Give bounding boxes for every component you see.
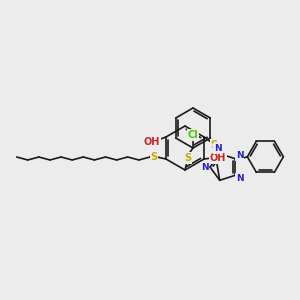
Text: OH: OH [210,153,226,163]
Text: S: S [150,152,158,162]
Text: N: N [236,174,244,183]
Text: Cl: Cl [188,130,198,140]
Text: OH: OH [144,137,160,147]
Text: N: N [236,151,244,160]
Text: S: S [184,153,192,163]
Text: S: S [211,140,218,150]
Text: N: N [201,163,208,172]
Text: N: N [214,144,222,153]
